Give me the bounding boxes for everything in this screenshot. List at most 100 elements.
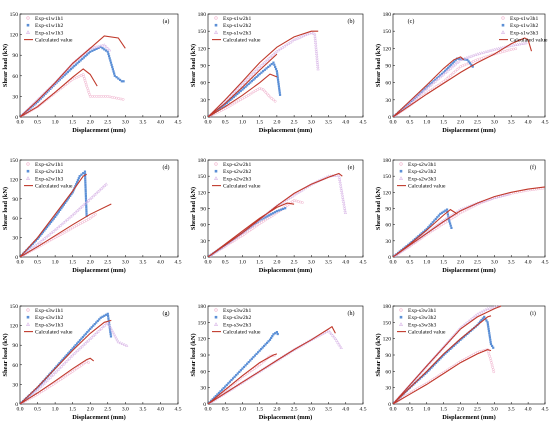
data-point xyxy=(268,338,272,341)
data-point xyxy=(271,212,275,215)
calculated-curve xyxy=(393,186,545,257)
data-point xyxy=(76,179,80,182)
data-point xyxy=(445,68,448,71)
data-point xyxy=(92,214,96,217)
data-point xyxy=(408,101,411,104)
y-tick-label: 150 xyxy=(10,158,19,164)
data-point xyxy=(257,64,262,68)
data-point xyxy=(55,214,58,217)
data-point xyxy=(69,67,73,71)
data-point xyxy=(231,97,234,100)
data-point xyxy=(113,74,116,77)
x-tick-label: 4.0 xyxy=(157,407,164,413)
data-point xyxy=(231,102,235,106)
data-point xyxy=(54,82,57,86)
data-point xyxy=(276,76,279,79)
data-point xyxy=(65,229,69,233)
y-tick-label: 0 xyxy=(203,402,206,408)
data-point xyxy=(250,80,253,83)
x-axis-label: Displacement (mm) xyxy=(72,414,125,421)
data-point xyxy=(267,340,270,343)
data-point xyxy=(86,217,90,221)
data-point xyxy=(433,363,436,366)
data-point xyxy=(81,362,85,366)
data-point xyxy=(252,90,256,94)
data-point xyxy=(49,230,54,234)
data-point xyxy=(53,370,57,374)
data-point xyxy=(471,53,475,57)
data-point xyxy=(78,345,83,349)
data-point xyxy=(98,327,102,332)
data-point xyxy=(489,340,492,344)
data-point xyxy=(488,336,492,339)
data-point xyxy=(503,49,507,53)
data-point xyxy=(267,56,271,60)
data-point xyxy=(60,207,63,210)
data-point xyxy=(337,177,342,181)
data-point xyxy=(238,370,241,373)
data-point xyxy=(444,209,447,212)
data-point xyxy=(248,92,252,96)
data-point xyxy=(122,342,127,346)
data-point xyxy=(106,320,110,324)
x-axis-label: Displacement (mm) xyxy=(442,414,495,421)
data-point xyxy=(507,192,511,196)
data-point xyxy=(99,186,104,190)
y-tick-label: 120 xyxy=(383,46,392,52)
data-point xyxy=(413,238,417,241)
data-point xyxy=(93,323,96,326)
data-point xyxy=(82,342,86,346)
y-tick-label: 60 xyxy=(385,81,391,87)
data-point xyxy=(517,42,522,46)
legend-circle-icon xyxy=(399,162,403,166)
series-exp-0 xyxy=(393,47,518,117)
legend-label: Calculated value xyxy=(223,38,261,44)
data-point xyxy=(498,194,503,198)
data-point xyxy=(266,215,269,218)
data-point xyxy=(340,191,344,195)
legend-triangle-icon xyxy=(25,30,31,34)
data-point xyxy=(258,363,262,367)
legend-label: Calculated value xyxy=(35,38,73,44)
legend-triangle-icon xyxy=(213,30,219,34)
data-point xyxy=(425,227,428,231)
y-tick-label: 180 xyxy=(383,304,392,310)
data-point xyxy=(71,191,74,194)
data-point xyxy=(229,103,233,107)
data-point xyxy=(73,368,76,372)
data-point xyxy=(487,352,491,356)
data-point xyxy=(509,43,513,47)
legend-label: Exp-s1w2h1 xyxy=(223,16,251,22)
data-point xyxy=(501,50,505,54)
legend-triangle-icon xyxy=(500,30,506,34)
data-point xyxy=(77,340,80,344)
x-tick-label: 2.0 xyxy=(87,260,94,266)
data-point xyxy=(442,210,445,213)
data-point xyxy=(56,363,60,366)
data-point xyxy=(66,70,69,74)
legend-label: Exp-s2w2h3 xyxy=(223,176,251,182)
data-point xyxy=(35,242,40,246)
y-tick-label: 30 xyxy=(12,94,18,100)
data-point xyxy=(457,340,460,343)
legend-square-icon xyxy=(501,23,505,27)
data-point xyxy=(235,374,238,377)
data-point xyxy=(262,217,265,220)
data-point xyxy=(342,202,346,206)
data-point xyxy=(108,328,112,331)
data-point xyxy=(438,75,443,79)
data-point xyxy=(65,72,68,75)
data-point xyxy=(79,59,82,62)
legend-label: Exp-s1w1h1 xyxy=(35,16,63,22)
y-tick-label: 180 xyxy=(198,12,207,18)
y-tick-label: 150 xyxy=(383,29,392,35)
data-point xyxy=(473,52,478,57)
data-point xyxy=(272,52,276,56)
data-point xyxy=(494,47,499,51)
data-point xyxy=(71,77,75,81)
data-point xyxy=(120,341,125,346)
x-tick-label: 1.5 xyxy=(256,260,263,266)
data-point xyxy=(246,75,251,79)
data-point xyxy=(49,87,52,91)
